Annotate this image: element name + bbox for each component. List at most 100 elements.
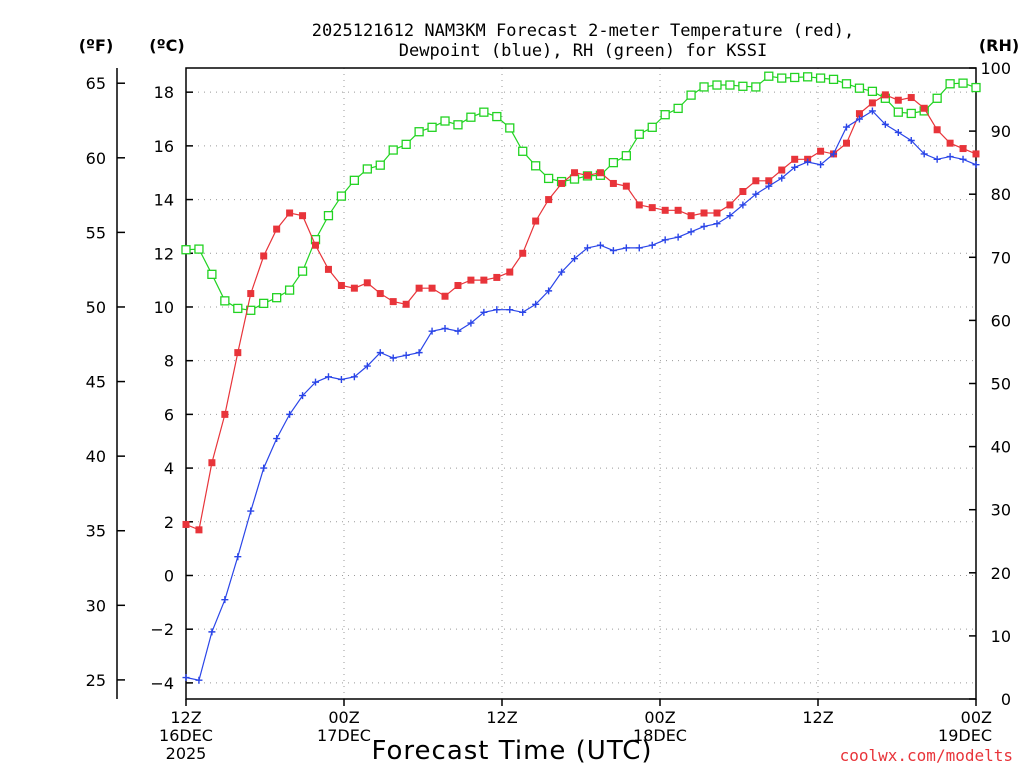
rh-point xyxy=(181,245,191,255)
rh-point xyxy=(505,123,515,133)
rh-point xyxy=(971,82,981,93)
dewpoint-point xyxy=(661,236,669,244)
rh-point xyxy=(194,244,204,254)
rh-point xyxy=(945,79,955,89)
2-meter-temperature-point xyxy=(506,268,514,276)
rh-point xyxy=(207,269,217,279)
rh-point xyxy=(440,116,450,126)
rh-point xyxy=(893,107,903,117)
time-tick-label: 00Z xyxy=(961,708,992,727)
rh-tick-label: 10 xyxy=(991,627,1011,646)
dewpoint-point xyxy=(195,676,203,684)
2-meter-temperature-point xyxy=(700,209,708,217)
rh-point xyxy=(427,122,437,132)
rh-tick-label: 90 xyxy=(991,122,1011,141)
2-meter-temperature-point xyxy=(726,201,734,209)
dewpoint-point xyxy=(791,163,799,171)
fahrenheit-tick-label: 45 xyxy=(86,373,106,392)
time-tick-label: 18DEC xyxy=(633,726,687,745)
source-credit: coolwx.com/modelts xyxy=(840,746,1013,765)
rh-tick-label: 80 xyxy=(991,185,1011,204)
dewpoint-point xyxy=(454,327,462,335)
time-tick-label: 12Z xyxy=(802,708,833,727)
dewpoint-point xyxy=(234,553,242,561)
2-meter-temperature-point xyxy=(622,182,630,190)
2-meter-temperature-point xyxy=(894,96,902,104)
2-meter-temperature-point xyxy=(545,196,553,204)
time-tick-label: 17DEC xyxy=(317,726,371,745)
rh-point xyxy=(841,79,852,89)
2-meter-temperature-line xyxy=(185,94,977,531)
rh-point xyxy=(673,103,683,114)
dewpoint-point xyxy=(726,212,734,220)
rh-tick-label: 60 xyxy=(991,311,1011,330)
rh-point xyxy=(259,298,269,309)
rh-point xyxy=(647,122,657,132)
2-meter-temperature-point xyxy=(596,169,604,177)
dewpoint-point xyxy=(635,244,643,252)
rh-point xyxy=(777,73,787,83)
dewpoint-point xyxy=(350,373,358,381)
rh-point xyxy=(220,296,230,306)
dewpoint-point xyxy=(907,136,915,144)
dewpoint-point xyxy=(713,220,721,228)
celsius-tick-label: 6 xyxy=(164,405,174,424)
2-meter-temperature-point xyxy=(571,169,579,177)
2-meter-temperature-point xyxy=(415,284,423,292)
rh-tick-label: 30 xyxy=(991,501,1011,520)
2-meter-temperature-point xyxy=(713,209,721,217)
celsius-tick-label: −4 xyxy=(150,674,174,693)
2-meter-temperature-point xyxy=(855,110,863,118)
rh-point xyxy=(518,146,528,156)
dewpoint-point xyxy=(752,190,760,198)
celsius-tick-label: 18 xyxy=(154,83,174,102)
chart-title-line-2: Dewpoint (blue), RH (green) for KSSI xyxy=(399,41,767,61)
dewpoint-point xyxy=(467,319,475,327)
fahrenheit-axis: 25 30 35 40 45 50 55 60 65 xyxy=(86,74,125,690)
dewpoint-point xyxy=(765,182,773,190)
dewpoint-point xyxy=(415,349,423,357)
rh-point xyxy=(764,71,774,81)
rh-point xyxy=(699,82,709,92)
rh-point xyxy=(284,285,295,295)
2-meter-temperature-point xyxy=(842,139,850,147)
rh-point xyxy=(388,145,398,155)
fahrenheit-axis-unit: (ºF) xyxy=(79,36,114,55)
2-meter-temperature-point xyxy=(376,290,384,298)
rh-point xyxy=(362,164,372,174)
time-tick-label: 12Z xyxy=(486,708,517,727)
2-meter-temperature-point xyxy=(817,147,825,155)
dewpoint-point xyxy=(830,150,838,158)
gridlines xyxy=(185,68,977,699)
2-meter-temperature-point xyxy=(881,91,889,99)
time-tick-label: 12Z xyxy=(170,708,201,727)
fahrenheit-tick-label: 40 xyxy=(86,447,106,466)
celsius-tick-label: 16 xyxy=(154,137,174,156)
time-tick-label: 16DEC xyxy=(159,726,213,745)
dewpoint-point xyxy=(842,123,850,131)
2-meter-temperature-point xyxy=(635,201,643,209)
2-meter-temperature-point xyxy=(350,284,358,292)
dewpoint-point xyxy=(247,507,255,515)
2-meter-temperature-point xyxy=(299,212,307,220)
2-meter-temperature-point xyxy=(687,212,695,220)
2-meter-temperature-point xyxy=(480,276,488,284)
rh-point xyxy=(802,72,813,82)
2-meter-temperature-point xyxy=(221,410,229,418)
2-meter-temperature-point xyxy=(312,241,320,249)
rh-point xyxy=(932,93,942,103)
rh-point xyxy=(349,175,360,185)
rh-point xyxy=(958,78,968,88)
celsius-tick-label: 0 xyxy=(164,566,174,585)
dewpoint-point xyxy=(402,351,410,359)
celsius-tick-label: 8 xyxy=(164,352,174,371)
rh-point xyxy=(479,107,489,117)
rh-point xyxy=(608,157,619,168)
2-meter-temperature-point xyxy=(389,298,397,306)
2-meter-temperature-point xyxy=(519,249,527,257)
2-meter-temperature-point xyxy=(428,284,436,292)
rh-point xyxy=(790,72,800,83)
rh-point xyxy=(531,161,541,171)
dewpoint-point xyxy=(506,306,514,314)
2-meter-temperature-point xyxy=(208,459,216,467)
